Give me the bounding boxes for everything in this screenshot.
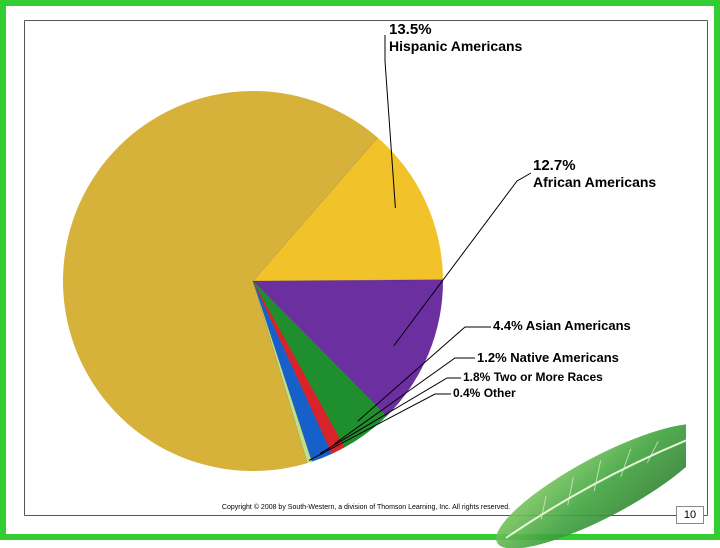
slide-frame: 13.5% Hispanic Americans 12.7% African A… <box>0 0 720 540</box>
label-two-or-more: 1.8% Two or More Races <box>463 371 603 385</box>
pct-other: 0.4% <box>453 386 480 400</box>
copyright-text: Copyright © 2008 by South-Western, a div… <box>222 504 510 511</box>
pct-african: 12.7% <box>533 157 576 174</box>
label-african: 12.7% African Americans <box>533 157 656 190</box>
page-number: 10 <box>676 506 704 524</box>
txt-other: Other <box>484 386 516 400</box>
chart-panel: 13.5% Hispanic Americans 12.7% African A… <box>24 20 708 516</box>
txt-two: Two or More Races <box>494 370 603 384</box>
txt-asian: Asian Americans <box>526 318 631 333</box>
label-hispanic: 13.5% Hispanic Americans <box>389 21 522 54</box>
pie-chart <box>25 21 709 517</box>
label-other: 0.4% Other <box>453 387 516 401</box>
txt-hispanic: Hispanic Americans <box>389 38 522 54</box>
txt-native: Native Americans <box>510 350 619 365</box>
txt-african: African Americans <box>533 174 656 190</box>
label-native: 1.2% Native Americans <box>477 351 619 366</box>
pct-two: 1.8% <box>463 370 490 384</box>
pct-hispanic: 13.5% <box>389 21 432 38</box>
pct-asian: 4.4% <box>493 318 523 333</box>
pct-native: 1.2% <box>477 350 507 365</box>
label-asian: 4.4% Asian Americans <box>493 319 631 334</box>
